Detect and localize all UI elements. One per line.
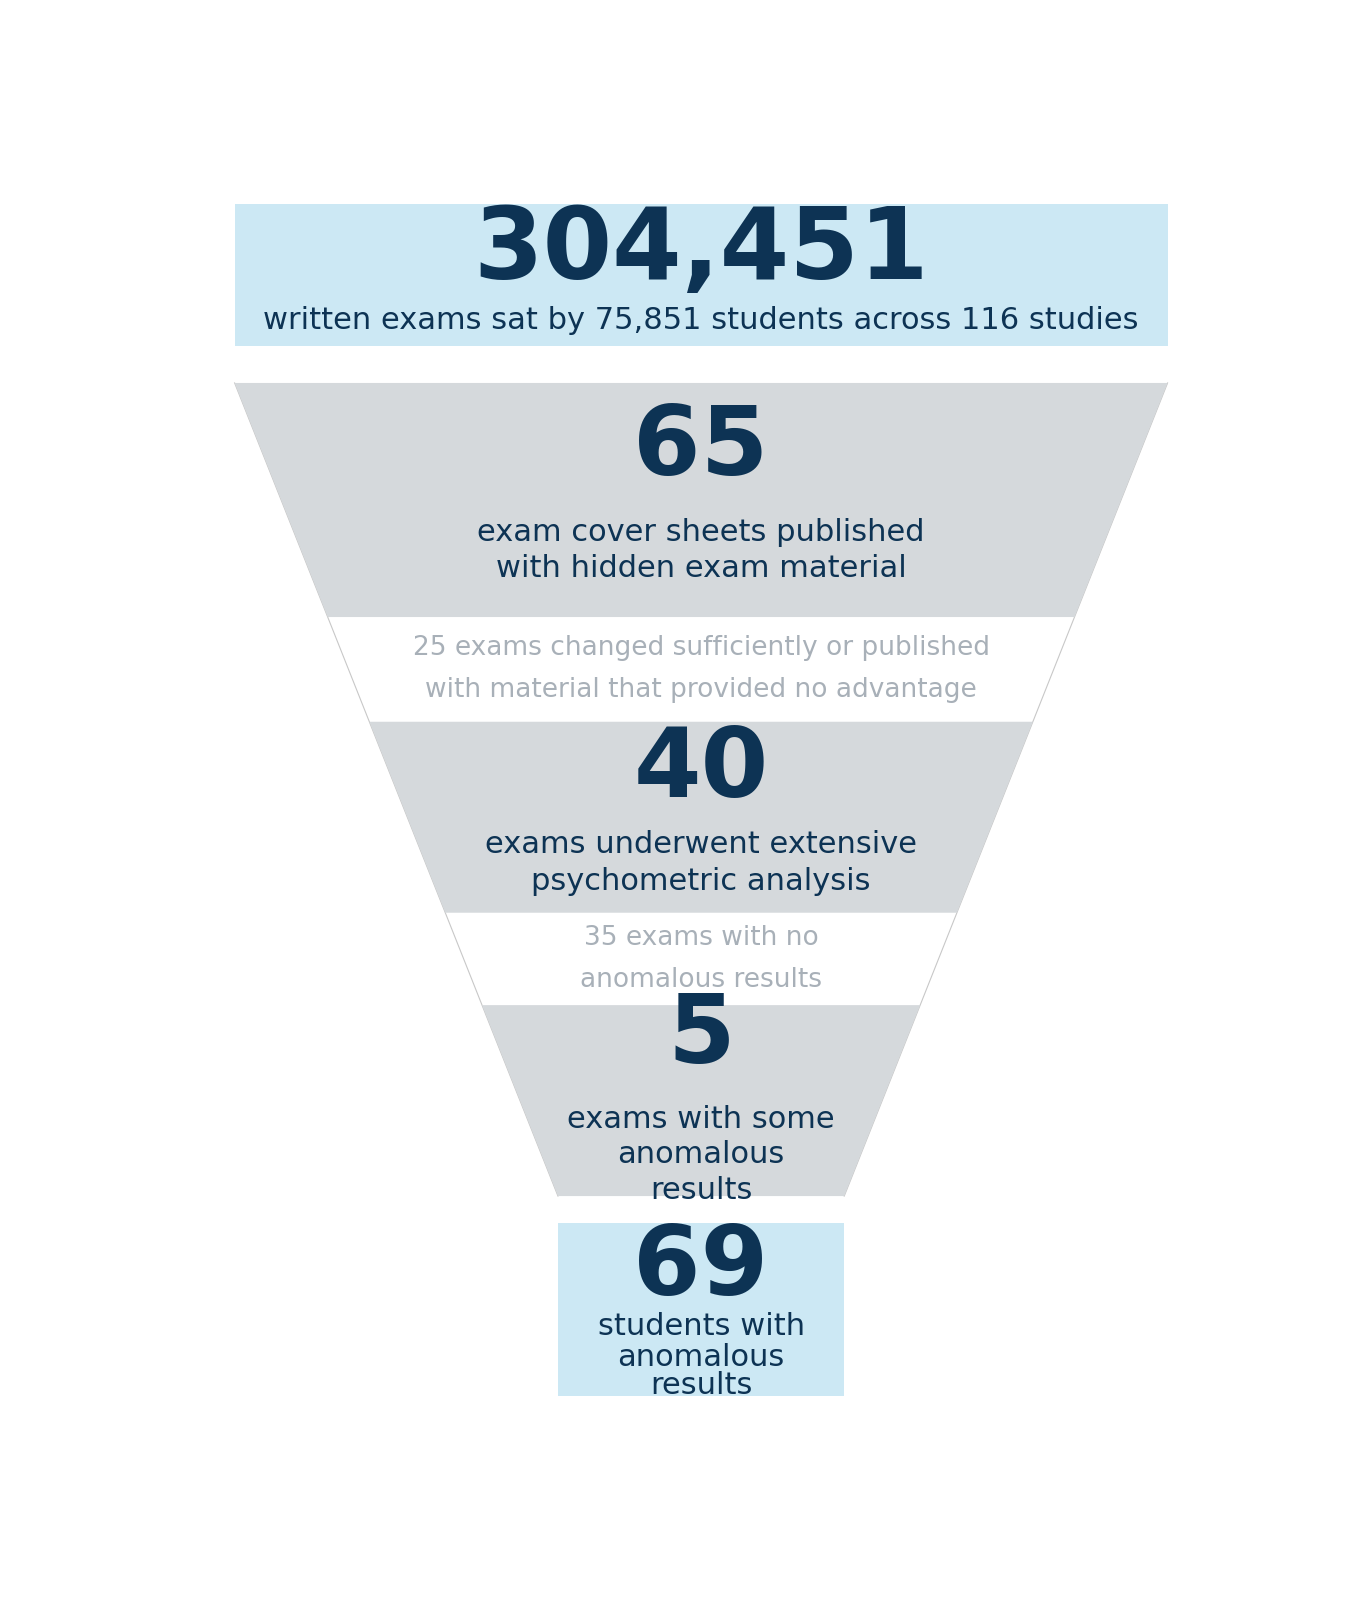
Text: with material that provided no advantage: with material that provided no advantage [425, 677, 977, 704]
Text: 25 exams changed sufficiently or published: 25 exams changed sufficiently or publish… [413, 635, 989, 661]
Polygon shape [369, 722, 1033, 912]
Text: 69: 69 [633, 1221, 769, 1315]
Text: exam cover sheets published: exam cover sheets published [477, 517, 925, 547]
Text: exams with some: exams with some [568, 1104, 834, 1133]
Text: 304,451: 304,451 [473, 203, 929, 299]
Polygon shape [482, 1005, 921, 1197]
Text: 35 exams with no: 35 exams with no [584, 925, 818, 950]
Text: students with: students with [598, 1312, 804, 1341]
Text: 65: 65 [633, 402, 769, 494]
Text: anomalous: anomalous [617, 1141, 785, 1170]
Text: anomalous results: anomalous results [580, 966, 822, 994]
Text: 5: 5 [668, 990, 735, 1083]
Text: written exams sat by 75,851 students across 116 studies: written exams sat by 75,851 students acr… [264, 306, 1138, 334]
Text: results: results [650, 1371, 752, 1400]
Text: exams underwent extensive: exams underwent extensive [486, 830, 917, 859]
Text: 40: 40 [633, 723, 769, 818]
Text: anomalous: anomalous [617, 1344, 785, 1373]
FancyBboxPatch shape [235, 205, 1167, 346]
Text: with hidden exam material: with hidden exam material [495, 555, 907, 584]
Text: psychometric analysis: psychometric analysis [531, 867, 871, 896]
Polygon shape [235, 382, 1167, 618]
Text: results: results [650, 1176, 752, 1205]
FancyBboxPatch shape [558, 1222, 844, 1395]
